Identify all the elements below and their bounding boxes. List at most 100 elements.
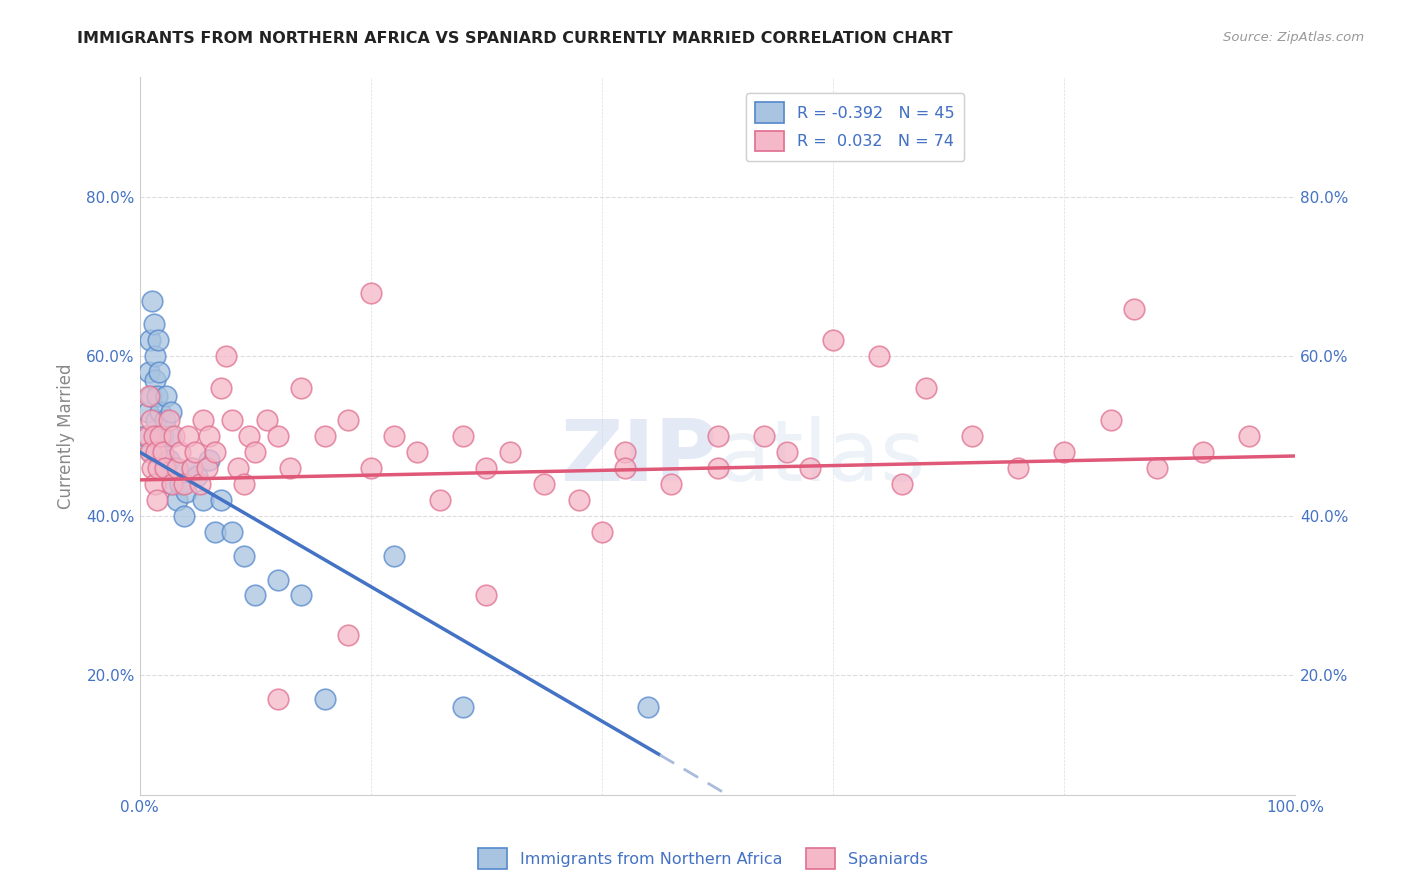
Point [1237,429,1260,443]
Point [453,429,475,443]
Point [960,429,983,443]
Point [152,429,174,443]
Point [136,429,159,443]
Point [160,476,183,491]
Point [157,453,180,467]
Point [163,461,186,475]
Point [141,461,163,475]
Point [245,445,267,459]
Point [267,573,290,587]
Point [150,445,173,459]
Point [278,461,301,475]
Point [267,692,290,706]
Point [180,461,202,475]
Point [138,365,160,379]
Point [193,492,215,507]
Point [143,373,166,387]
Point [706,461,728,475]
Point [149,429,172,443]
Point [153,461,176,475]
Point [232,476,254,491]
Point [153,461,176,475]
Point [221,524,243,539]
Point [195,461,218,475]
Point [360,461,382,475]
Text: IMMIGRANTS FROM NORTHERN AFRICA VS SPANIARD CURRENTLY MARRIED CORRELATION CHART: IMMIGRANTS FROM NORTHERN AFRICA VS SPANI… [77,31,953,46]
Point [475,461,498,475]
Point [232,549,254,563]
Y-axis label: Currently Married: Currently Married [58,363,75,508]
Point [429,492,451,507]
Point [188,476,211,491]
Point [453,700,475,714]
Point [173,476,195,491]
Point [141,293,163,308]
Point [204,524,226,539]
Point [173,508,195,523]
Point [1146,461,1168,475]
Point [146,461,169,475]
Point [141,413,163,427]
Point [169,476,191,491]
Point [159,429,181,443]
Point [290,381,312,395]
Point [209,381,232,395]
Point [914,381,936,395]
Point [186,469,208,483]
Point [155,389,177,403]
Point [157,413,180,427]
Point [498,445,520,459]
Point [141,445,163,459]
Point [221,413,243,427]
Point [139,445,162,459]
Point [637,700,659,714]
Point [169,445,191,459]
Point [245,589,267,603]
Point [382,429,405,443]
Text: Source: ZipAtlas.com: Source: ZipAtlas.com [1223,31,1364,45]
Point [142,429,165,443]
Point [591,524,613,539]
Point [406,445,429,459]
Point [142,318,165,332]
Point [143,350,166,364]
Point [776,445,799,459]
Point [136,405,159,419]
Point [184,445,207,459]
Point [314,429,336,443]
Point [193,413,215,427]
Point [163,429,186,443]
Legend: R = -0.392   N = 45, R =  0.032   N = 74: R = -0.392 N = 45, R = 0.032 N = 74 [745,93,965,161]
Point [160,476,183,491]
Point [139,334,162,348]
Point [336,413,359,427]
Point [153,413,176,427]
Point [659,476,682,491]
Point [149,405,172,419]
Point [614,461,637,475]
Point [614,445,637,459]
Point [314,692,336,706]
Point [146,429,169,443]
Point [141,389,163,403]
Point [166,492,188,507]
Point [823,334,845,348]
Point [1192,445,1215,459]
Point [174,484,197,499]
Point [706,429,728,443]
Point [198,453,221,467]
Point [209,492,232,507]
Point [256,413,278,427]
Point [238,429,260,443]
Point [148,365,170,379]
Point [180,461,202,475]
Point [143,476,166,491]
Point [267,429,290,443]
Point [146,492,169,507]
Point [1099,413,1122,427]
Point [533,476,555,491]
Point [891,476,914,491]
Point [568,492,591,507]
Point [146,389,169,403]
Point [360,285,382,300]
